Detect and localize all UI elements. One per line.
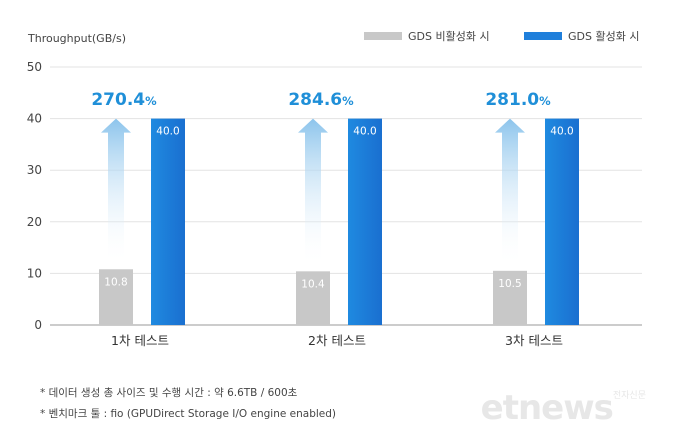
legend-swatch xyxy=(524,32,562,40)
bar-value-label: 10.5 xyxy=(498,278,521,290)
logo-sub: 전자신문 xyxy=(612,391,646,401)
bar-gds-disabled xyxy=(296,271,330,325)
logo-text: etnews xyxy=(480,388,614,428)
improvement-percent: 270.4% xyxy=(91,90,157,110)
footnote-benchmark-tool: * 벤치마크 툴 : fio (GPUDirect Storage I/O en… xyxy=(40,408,336,420)
bar-value-label: 40.0 xyxy=(550,126,573,138)
etnews-logo: etnews전자신문 xyxy=(481,388,646,428)
legend-label: GDS 비활성화 시 xyxy=(408,29,490,43)
y-tick-label: 10 xyxy=(27,266,42,280)
bar-gds-enabled xyxy=(348,118,382,325)
y-axis: 0 10 20 30 40 50 xyxy=(27,60,42,332)
y-tick-label: 20 xyxy=(27,215,42,229)
legend-label: GDS 활성화 시 xyxy=(568,29,639,43)
category-label: 1차 테스트 xyxy=(111,333,169,348)
footnotes: * 데이터 생성 총 사이즈 및 수행 시간 : 약 6.6TB / 600초 … xyxy=(40,383,336,425)
legend: GDS 비활성화 시 GDS 활성화 시 xyxy=(364,29,639,43)
y-axis-title: Throughput(GB/s) xyxy=(27,32,126,45)
footnote-size-time: * 데이터 생성 총 사이즈 및 수행 시간 : 약 6.6TB / 600초 xyxy=(40,387,298,399)
y-tick-label: 0 xyxy=(34,318,42,332)
increase-arrow xyxy=(298,118,328,268)
bar-gds-disabled xyxy=(493,270,527,325)
bar-value-label: 40.0 xyxy=(353,126,376,138)
y-tick-label: 30 xyxy=(27,163,42,177)
improvement-percent: 284.6% xyxy=(288,90,354,110)
gridlines xyxy=(50,66,642,326)
improvement-percent: 281.0% xyxy=(485,90,551,110)
bar-chart: 0 10 20 30 40 50 10.8 40.0 270.4% 1차 테스트 10.4 40.0… xyxy=(27,29,642,348)
legend-swatch xyxy=(364,32,402,40)
category-label: 3차 테스트 xyxy=(505,333,563,348)
bar-gds-enabled xyxy=(545,118,579,325)
y-tick-label: 40 xyxy=(27,112,42,126)
bar-gds-enabled xyxy=(151,118,185,325)
bars: 10.8 40.0 270.4% 1차 테스트 10.4 40.0 284.6% 2차 테스트… xyxy=(91,90,579,348)
bar-value-label: 40.0 xyxy=(156,126,179,138)
bar-value-label: 10.4 xyxy=(301,278,325,290)
category-label: 2차 테스트 xyxy=(308,333,366,348)
bar-value-label: 10.8 xyxy=(104,276,127,288)
increase-arrow xyxy=(101,118,131,266)
increase-arrow xyxy=(495,118,525,267)
bar-gds-disabled xyxy=(99,269,133,325)
y-tick-label: 50 xyxy=(27,60,42,74)
